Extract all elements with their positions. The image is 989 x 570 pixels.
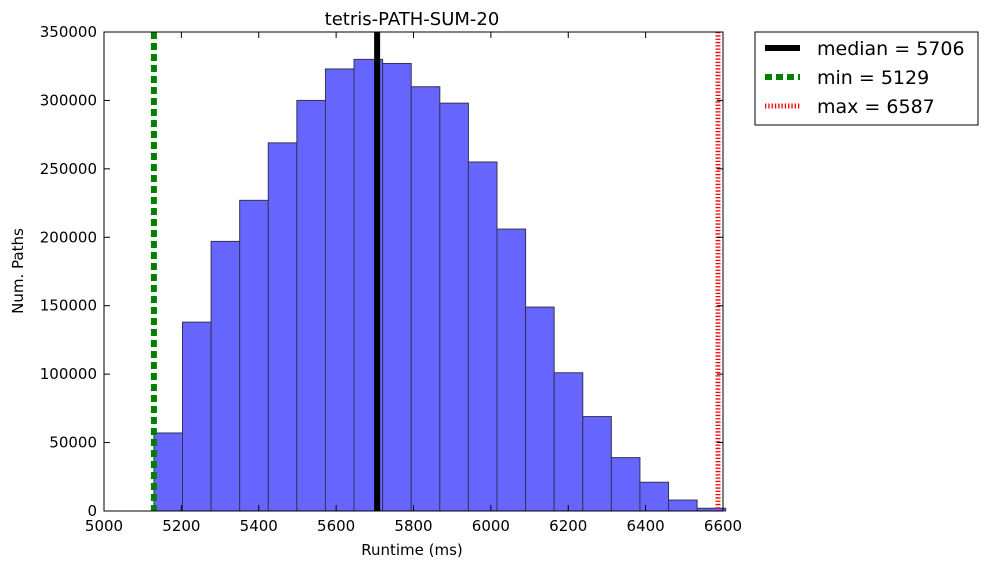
x-tick-label: 6400 <box>627 517 665 535</box>
x-tick-label: 5600 <box>317 517 355 535</box>
histogram-bar <box>410 86 441 512</box>
chart-title: tetris-PATH-SUM-20 <box>325 9 500 30</box>
y-tick-label: 300000 <box>40 91 97 109</box>
histogram-bar <box>296 99 326 512</box>
y-tick-label: 50000 <box>49 434 97 452</box>
legend-label: min = 5129 <box>817 67 929 89</box>
x-axis-label: Runtime (ms) <box>361 541 463 559</box>
histogram-bar <box>210 240 241 512</box>
histogram-bar <box>181 321 212 512</box>
axis-ticks-layer: 5000 5200 5400 5600 5800 6000 6200 6400 6600 0 500… <box>40 23 742 535</box>
histogram-bar <box>496 228 527 512</box>
reference-lines-layer <box>150 32 721 511</box>
legend-items: median = 5706 min = 5129 max = 6587 <box>765 38 965 118</box>
histogram-bar <box>324 68 355 512</box>
histogram-bar <box>610 457 641 512</box>
y-tick-label: 350000 <box>40 23 97 41</box>
legend-label: median = 5706 <box>817 38 965 60</box>
y-axis-label: Num. Paths <box>9 228 27 314</box>
histogram-bar <box>239 199 269 512</box>
x-tick-label: 5800 <box>394 517 432 535</box>
x-tick-label: 6000 <box>472 517 510 535</box>
y-tick-label: 150000 <box>40 297 97 315</box>
histogram-bar <box>267 142 298 512</box>
legend: median = 5706 min = 5129 max = 6587 <box>754 31 979 126</box>
legend-label: max = 6587 <box>817 96 935 118</box>
y-tick-label: 100000 <box>40 365 97 383</box>
histogram-bar <box>668 499 698 512</box>
histogram-bar <box>525 306 555 512</box>
x-tick-label: 6200 <box>549 517 587 535</box>
histogram-bar <box>582 416 612 512</box>
y-tick-label: 0 <box>87 502 97 520</box>
histogram-bar <box>439 102 469 512</box>
x-tick-label: 5400 <box>240 517 278 535</box>
histogram-bar <box>639 481 670 512</box>
histogram-bar <box>467 161 498 512</box>
y-tick-label: 250000 <box>40 160 97 178</box>
x-tick-label: 5000 <box>85 517 123 535</box>
histogram-bar <box>382 62 412 512</box>
histogram-bar <box>553 372 584 512</box>
bars-layer <box>153 58 727 512</box>
x-tick-label: 6600 <box>704 517 742 535</box>
y-tick-label: 200000 <box>40 228 97 246</box>
histogram-bar <box>153 432 183 512</box>
x-tick-label: 5200 <box>162 517 200 535</box>
